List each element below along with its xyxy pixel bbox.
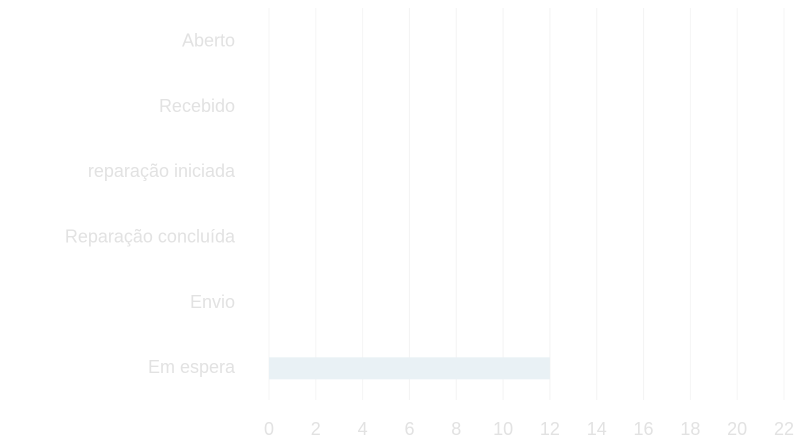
x-tick-label: 18	[680, 419, 700, 439]
y-tick-label: Reparação concluída	[65, 226, 236, 246]
x-tick-label: 4	[358, 419, 368, 439]
y-tick-label: Aberto	[182, 30, 235, 50]
x-tick-label: 22	[774, 419, 794, 439]
x-tick-label: 20	[727, 419, 747, 439]
y-tick-label: reparação iniciada	[88, 161, 236, 181]
x-tick-label: 16	[634, 419, 654, 439]
x-tick-label: 2	[311, 419, 321, 439]
x-tick-label: 6	[404, 419, 414, 439]
x-tick-label: 14	[587, 419, 607, 439]
bar	[269, 357, 550, 380]
x-tick-label: 0	[264, 419, 274, 439]
y-tick-label: Envio	[190, 292, 235, 312]
y-tick-label: Recebido	[159, 96, 235, 116]
x-tick-label: 8	[451, 419, 461, 439]
x-tick-label: 12	[540, 419, 560, 439]
x-tick-label: 10	[493, 419, 513, 439]
y-tick-label: Em espera	[148, 357, 236, 377]
